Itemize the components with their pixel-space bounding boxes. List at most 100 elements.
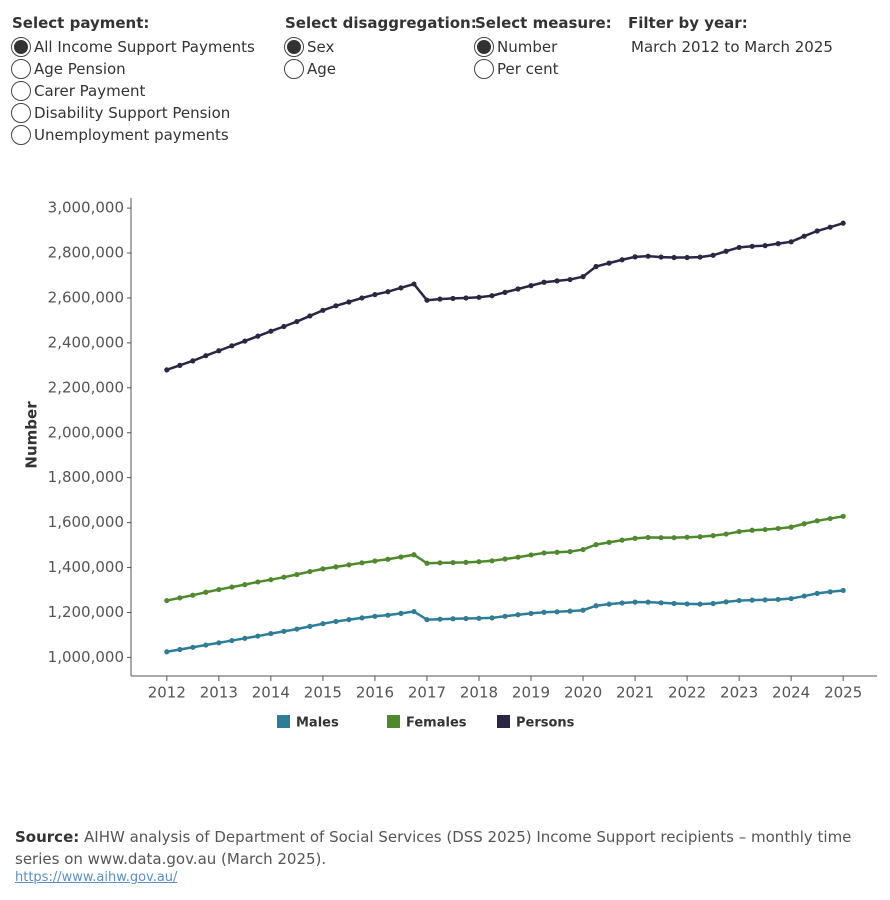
data-point — [476, 559, 482, 565]
data-point — [164, 649, 170, 655]
data-point — [541, 609, 547, 615]
data-point — [229, 637, 235, 644]
data-point — [541, 550, 547, 556]
y-tick-label: 1,000,000 — [48, 648, 124, 666]
radio-button[interactable] — [11, 59, 31, 79]
radio-button[interactable] — [284, 59, 304, 79]
data-point — [671, 535, 677, 541]
x-tick-label: 2022 — [668, 684, 706, 702]
data-point — [268, 328, 274, 334]
data-point — [658, 600, 664, 606]
source-link[interactable]: https://www.aihw.gov.au/ — [15, 870, 178, 885]
data-point — [684, 601, 690, 607]
data-point — [164, 367, 170, 373]
data-point — [671, 254, 677, 261]
data-point — [346, 562, 352, 568]
legend-label: Females — [406, 716, 467, 731]
data-point — [619, 257, 625, 263]
data-point — [515, 554, 521, 560]
control-group: Select payment: All Income Support Paymen… — [11, 14, 255, 146]
option-label: Disability Support Pension — [34, 104, 231, 122]
data-point — [164, 597, 170, 604]
control-title: Select measure: — [475, 14, 612, 32]
data-point — [749, 597, 755, 603]
data-point — [567, 548, 573, 555]
radio-option[interactable]: Sex — [284, 36, 477, 58]
data-point — [827, 224, 833, 230]
data-point — [320, 621, 326, 627]
y-tick-label: 2,800,000 — [48, 244, 124, 262]
radio-button[interactable] — [474, 37, 494, 57]
data-point — [567, 608, 573, 614]
radio-option[interactable]: Age — [284, 58, 477, 80]
data-point — [801, 233, 807, 239]
radio-option[interactable]: Age Pension — [11, 58, 255, 80]
data-point — [697, 534, 703, 540]
data-point — [411, 552, 417, 558]
data-point — [190, 644, 196, 650]
data-point — [177, 362, 183, 368]
source-text: AIHW analysis of Department of Social Se… — [15, 828, 852, 868]
data-point — [684, 534, 690, 540]
data-point — [398, 554, 404, 560]
control-group: Select disaggregation: Sex Age — [284, 14, 477, 80]
data-point — [632, 599, 638, 605]
data-point — [723, 248, 729, 254]
data-point — [177, 595, 183, 601]
data-point — [645, 599, 651, 605]
data-point — [398, 610, 404, 616]
x-tick-label: 2014 — [252, 684, 290, 702]
data-point — [762, 526, 768, 533]
data-point — [203, 642, 209, 648]
radio-button[interactable] — [284, 37, 304, 57]
y-tick-label: 2,200,000 — [48, 378, 124, 396]
radio-button[interactable] — [11, 37, 31, 57]
x-tick-label: 2019 — [512, 684, 550, 702]
radio-button[interactable] — [474, 59, 494, 79]
filter-value[interactable]: March 2012 to March 2025 — [631, 38, 833, 56]
data-point — [502, 613, 508, 619]
data-point — [320, 307, 326, 313]
data-point — [489, 558, 495, 564]
radio-option[interactable]: Disability Support Pension — [11, 102, 255, 124]
radio-option[interactable]: Number — [474, 36, 612, 58]
legend-swatch — [387, 715, 400, 728]
data-point — [463, 615, 469, 622]
option-label: Per cent — [497, 60, 559, 78]
data-point — [775, 596, 781, 603]
control-title: Select disaggregation: — [285, 14, 477, 32]
data-point — [502, 556, 508, 562]
data-point — [346, 617, 352, 623]
data-point — [606, 601, 612, 607]
data-point — [554, 549, 560, 555]
data-point — [658, 254, 664, 260]
data-point — [671, 600, 677, 607]
data-point — [450, 559, 456, 566]
data-point — [801, 593, 807, 599]
radio-option[interactable]: Unemployment payments — [11, 124, 255, 146]
data-point — [697, 601, 703, 607]
radio-option[interactable]: Carer Payment — [11, 80, 255, 102]
data-point — [801, 521, 807, 527]
data-point — [736, 528, 742, 535]
radio-option[interactable]: All Income Support Payments — [11, 36, 255, 58]
data-point — [372, 558, 378, 564]
data-point — [216, 348, 222, 354]
x-tick-label: 2017 — [408, 684, 446, 702]
data-point — [333, 303, 339, 309]
year-filter[interactable]: Filter by year: March 2012 to March 2025 — [628, 14, 833, 58]
radio-option[interactable]: Per cent — [474, 58, 612, 80]
data-point — [775, 525, 781, 532]
legend-label: Males — [296, 716, 339, 731]
radio-button[interactable] — [11, 81, 31, 101]
option-label: Carer Payment — [34, 82, 146, 100]
data-point — [762, 243, 768, 249]
x-tick-label: 2024 — [772, 684, 810, 702]
data-point — [528, 283, 534, 289]
data-point — [528, 552, 534, 558]
x-tick-label: 2018 — [460, 684, 498, 702]
radio-button[interactable] — [11, 125, 31, 145]
radio-button[interactable] — [11, 103, 31, 123]
data-point — [788, 524, 794, 530]
y-tick-label: 3,000,000 — [48, 199, 124, 217]
